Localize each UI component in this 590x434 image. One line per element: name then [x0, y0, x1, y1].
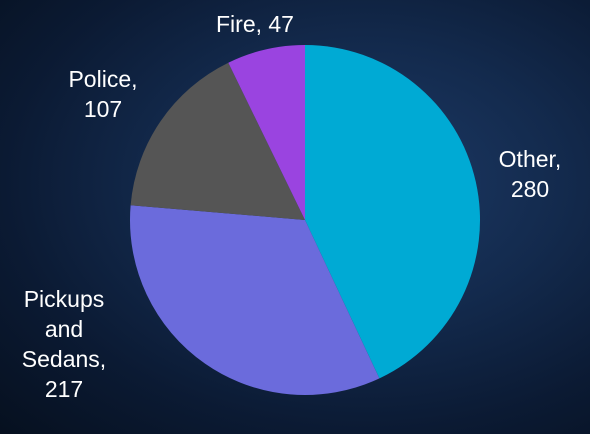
pie-slice-police: [130, 62, 305, 221]
data-label-line: and: [45, 316, 83, 342]
pie-slice-fire: [228, 45, 305, 220]
data-label-line: 217: [45, 376, 83, 402]
data-label-other: Other, 280: [499, 146, 562, 202]
data-label-line: Police,: [68, 66, 137, 92]
data-label-fire: Fire, 47: [216, 11, 294, 37]
data-label-line: Sedans,: [22, 346, 106, 372]
pie-slice-pickups-and-sedans: [129, 205, 380, 396]
data-label-line: 280: [511, 176, 549, 202]
data-label-police: Police, 107: [68, 66, 137, 122]
data-label-line: Pickups: [24, 286, 105, 312]
pie-slice-other: [305, 44, 481, 379]
pie-slices: [129, 44, 481, 396]
pie-labels: Other, 280 Pickups and Sedans, 217 Police, 107 F…: [22, 11, 562, 402]
data-label-line: 107: [84, 96, 122, 122]
data-label-pickups-and-sedans: Pickups and Sedans, 217: [22, 286, 106, 402]
data-label-line: Fire, 47: [216, 11, 294, 37]
data-label-line: Other,: [499, 146, 562, 172]
